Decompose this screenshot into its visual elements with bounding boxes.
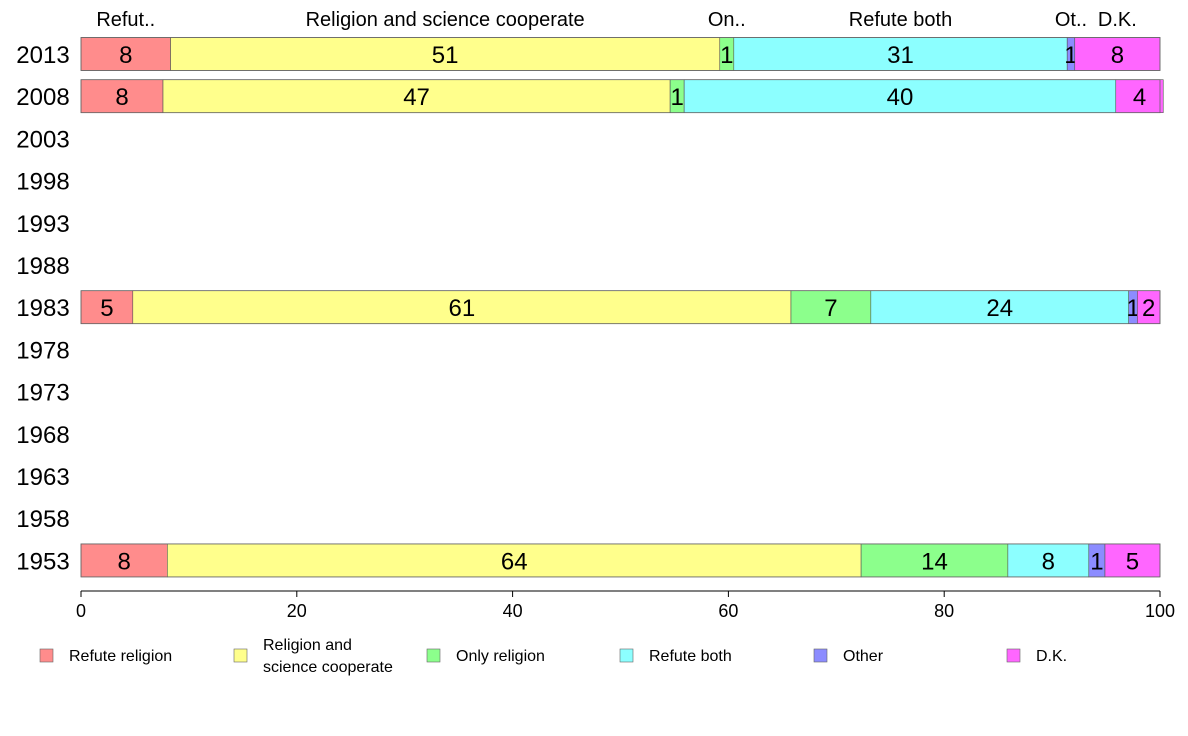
column-header: D.K. bbox=[1098, 9, 1137, 31]
year-label: 1978 bbox=[16, 337, 69, 364]
year-label: 1963 bbox=[16, 464, 69, 491]
column-header: Refute both bbox=[849, 9, 952, 31]
legend-swatch bbox=[619, 648, 634, 663]
x-tick-label: 20 bbox=[287, 601, 307, 621]
legend-swatch bbox=[813, 648, 828, 663]
column-header: Ot.. bbox=[1055, 9, 1087, 31]
column-headers: Refut.. Religion and science cooperate On.… bbox=[96, 9, 1137, 31]
bar-segments: 8 51 1 31 1 88 47 1 40 45 61 7 24 1 28 64 14 8 1 5 bbox=[80, 37, 1164, 578]
x-tick-label: 40 bbox=[503, 601, 523, 621]
year-label: 2008 bbox=[16, 84, 69, 111]
bar-frame bbox=[80, 290, 1161, 325]
data-label: 8 bbox=[115, 84, 128, 111]
legend-label: Refute both bbox=[649, 648, 732, 665]
legend-swatch bbox=[39, 648, 54, 663]
year-axis-labels: 2013 2008 2003 1998 1993 1988 1983 1978 1973 1968… bbox=[16, 42, 69, 575]
legend-swatch bbox=[426, 648, 441, 663]
data-label: 1 bbox=[1090, 548, 1103, 575]
legend-label: science cooperate bbox=[263, 659, 393, 676]
data-label: 5 bbox=[1126, 548, 1139, 575]
bar-segment bbox=[80, 37, 171, 71]
bar-segment bbox=[733, 37, 1068, 71]
data-label: 24 bbox=[986, 295, 1013, 322]
data-label: 31 bbox=[887, 42, 914, 69]
bar-segment bbox=[162, 79, 671, 113]
year-label: 2013 bbox=[16, 42, 69, 69]
data-label: 47 bbox=[403, 84, 430, 111]
bar-segment bbox=[132, 290, 792, 325]
data-label: 64 bbox=[501, 548, 528, 575]
legend-label: Refute religion bbox=[69, 648, 172, 665]
data-label: 8 bbox=[119, 42, 132, 69]
year-label: 1968 bbox=[16, 422, 69, 449]
data-label: 8 bbox=[1111, 42, 1124, 69]
year-label: 1953 bbox=[16, 548, 69, 575]
x-tick-label: 80 bbox=[934, 601, 954, 621]
legend-label: Religion and bbox=[263, 637, 352, 654]
data-label: 14 bbox=[921, 548, 948, 575]
bar-segment bbox=[1007, 543, 1090, 578]
column-header: Religion and science cooperate bbox=[306, 9, 585, 31]
bar-segment bbox=[860, 543, 1009, 578]
data-label: 1 bbox=[1126, 295, 1139, 322]
year-label: 1993 bbox=[16, 211, 69, 238]
legend-label: D.K. bbox=[1036, 648, 1067, 665]
legend-swatch bbox=[1006, 648, 1021, 663]
data-label: 5 bbox=[100, 295, 113, 322]
legend-label: Only religion bbox=[456, 648, 545, 665]
year-label: 2003 bbox=[16, 126, 69, 153]
year-label: 1958 bbox=[16, 506, 69, 533]
x-tick-label: 0 bbox=[76, 601, 86, 621]
x-tick-label: 60 bbox=[718, 601, 738, 621]
legend-swatch bbox=[233, 648, 248, 663]
data-label: 8 bbox=[117, 548, 130, 575]
legend-label: Other bbox=[843, 648, 884, 665]
year-label: 1998 bbox=[16, 169, 69, 196]
bar-frame bbox=[80, 79, 1161, 114]
year-label: 1973 bbox=[16, 380, 69, 407]
bar-segment bbox=[870, 290, 1130, 325]
data-label: 8 bbox=[1042, 548, 1055, 575]
bar-segment bbox=[683, 79, 1117, 113]
data-label: 1 bbox=[720, 42, 733, 69]
data-label: 4 bbox=[1133, 84, 1146, 111]
bar-frame bbox=[80, 37, 1161, 71]
data-label: 51 bbox=[432, 42, 459, 69]
data-label: 1 bbox=[670, 84, 683, 111]
year-label: 1988 bbox=[16, 253, 69, 280]
bar-frame bbox=[80, 543, 1161, 578]
bar-segment bbox=[170, 37, 721, 71]
x-tick-label: 100 bbox=[1145, 601, 1175, 621]
data-label: 2 bbox=[1142, 295, 1155, 322]
column-header: Refut.. bbox=[96, 9, 155, 31]
data-label: 61 bbox=[449, 295, 476, 322]
legend: Refute religion Religion and science coope… bbox=[39, 637, 1067, 676]
data-label: 1 bbox=[1064, 42, 1077, 69]
data-label: 7 bbox=[824, 295, 837, 322]
year-label: 1983 bbox=[16, 295, 69, 322]
bar-segment bbox=[790, 290, 872, 325]
bar-segment bbox=[80, 543, 168, 578]
x-axis: 0 20 40 60 80 100 bbox=[76, 590, 1175, 621]
bar-segment bbox=[167, 543, 862, 578]
column-header: On.. bbox=[708, 9, 746, 31]
data-label: 40 bbox=[887, 84, 914, 111]
